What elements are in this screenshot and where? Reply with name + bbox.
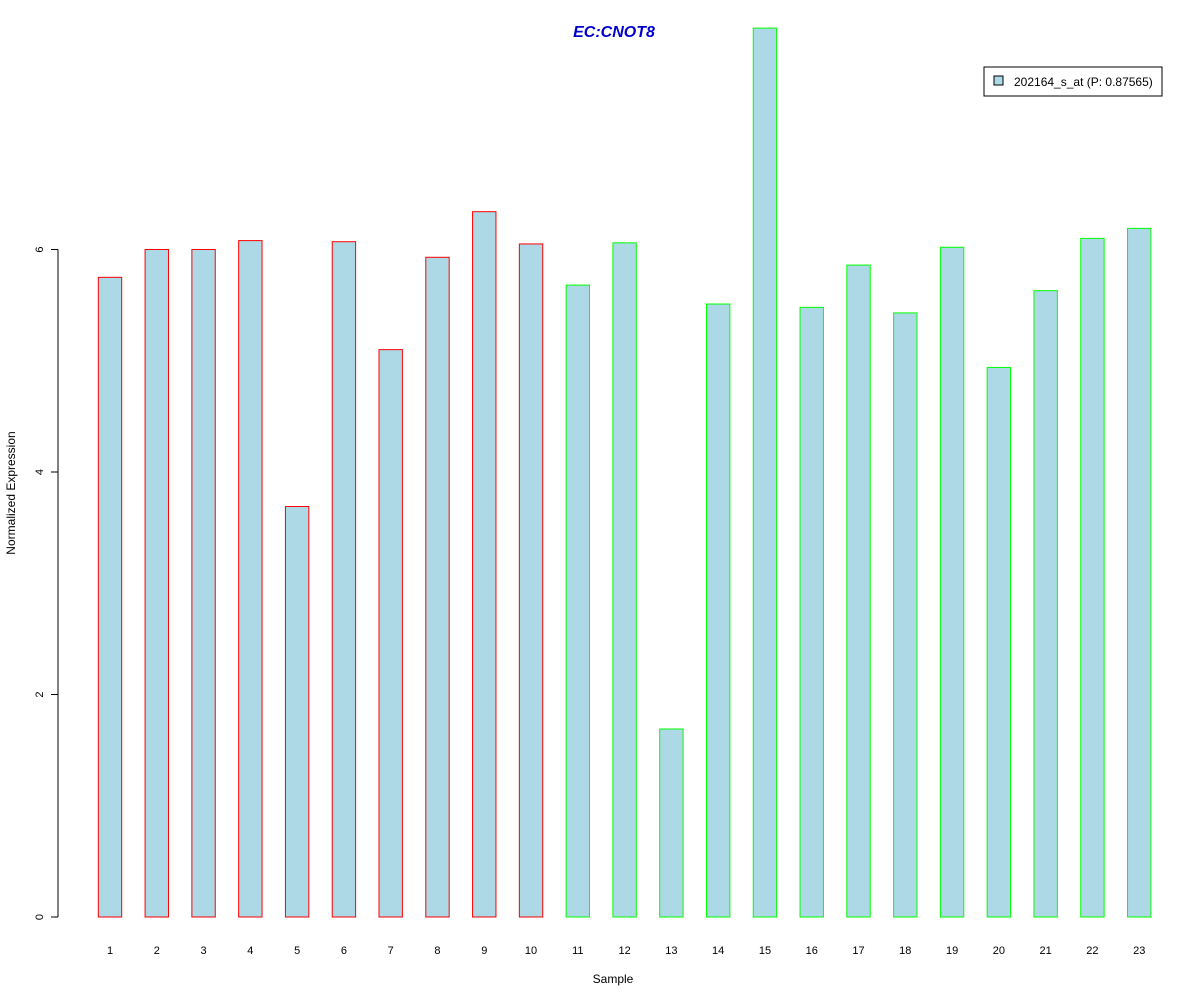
bar bbox=[518, 243, 544, 918]
x-tick-label: 7 bbox=[388, 945, 394, 957]
x-tick-label: 6 bbox=[341, 945, 347, 957]
x-axis-title: Sample bbox=[593, 972, 634, 986]
y-axis-title: Normalized Expression bbox=[4, 431, 18, 554]
x-tick-label: 22 bbox=[1086, 945, 1098, 957]
bar bbox=[752, 27, 778, 918]
x-tick-label: 9 bbox=[481, 945, 487, 957]
y-tick-label: 6 bbox=[34, 246, 46, 252]
x-tick-label: 12 bbox=[618, 945, 630, 957]
bar bbox=[986, 366, 1012, 918]
bar bbox=[705, 303, 731, 918]
bar bbox=[612, 242, 637, 918]
legend: 202164_s_at (P: 0.87565) bbox=[983, 66, 1163, 97]
bar bbox=[331, 241, 357, 918]
bar bbox=[893, 312, 918, 918]
bar bbox=[939, 246, 965, 918]
bar bbox=[238, 240, 263, 918]
bar bbox=[97, 276, 123, 918]
x-tick-label: 14 bbox=[712, 945, 724, 957]
legend-label: 202164_s_at (P: 0.87565) bbox=[1014, 75, 1153, 89]
x-tick-label: 1 bbox=[107, 945, 113, 957]
x-tick-label: 5 bbox=[294, 945, 300, 957]
chart-title: EC:CNOT8 bbox=[573, 24, 655, 41]
x-tick-label: 21 bbox=[1040, 945, 1052, 957]
bar bbox=[284, 505, 310, 918]
bar bbox=[191, 249, 216, 918]
x-tick-label: 2 bbox=[154, 945, 160, 957]
bar bbox=[565, 284, 591, 918]
bar bbox=[144, 249, 169, 918]
bar bbox=[425, 256, 450, 918]
x-tick-label: 15 bbox=[759, 945, 771, 957]
bar bbox=[472, 211, 497, 918]
x-tick-label: 10 bbox=[525, 945, 537, 957]
x-tick-label: 3 bbox=[201, 945, 207, 957]
x-tick-label: 20 bbox=[993, 945, 1005, 957]
bar bbox=[1127, 227, 1152, 918]
x-tick-label: 17 bbox=[852, 945, 864, 957]
y-tick-label: 2 bbox=[34, 691, 46, 697]
x-tick-label: 13 bbox=[665, 945, 677, 957]
y-tick-label: 4 bbox=[34, 469, 46, 475]
bar bbox=[659, 728, 684, 918]
x-tick-label: 19 bbox=[946, 945, 958, 957]
x-tick-label: 16 bbox=[806, 945, 818, 957]
x-tick-label: 18 bbox=[899, 945, 911, 957]
legend-box bbox=[983, 66, 1163, 97]
bar bbox=[1080, 237, 1105, 918]
bar bbox=[378, 349, 403, 918]
x-tick-label: 4 bbox=[247, 945, 253, 957]
x-tick-label: 11 bbox=[572, 945, 583, 957]
bar bbox=[799, 306, 824, 918]
x-tick-label: 23 bbox=[1133, 945, 1145, 957]
bar bbox=[846, 264, 871, 918]
bars bbox=[97, 27, 1152, 918]
y-axis-ticks: 0 2 4 6 bbox=[34, 246, 58, 920]
bar bbox=[1033, 290, 1058, 918]
legend-swatch bbox=[993, 75, 1004, 86]
y-tick-label: 0 bbox=[34, 914, 46, 920]
x-tick-label: 8 bbox=[434, 945, 440, 957]
x-axis-tick-labels: 1 2 3 4 5 6 7 8 9 10 11 12 13 14 15 16 17 18 19 20 21 22 23 bbox=[107, 945, 1145, 957]
